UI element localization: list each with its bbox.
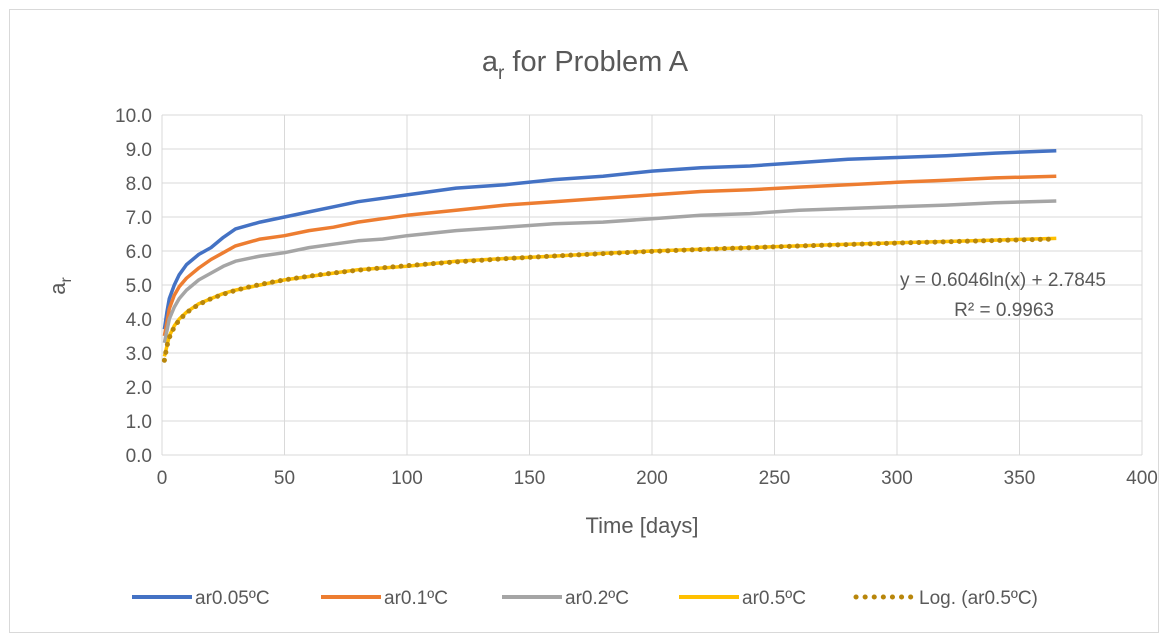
- x-tick-label: 100: [391, 468, 423, 489]
- y-tick-label: 0.0: [126, 446, 152, 467]
- x-tick-label: 0: [157, 468, 168, 489]
- y-tick-label: 4.0: [126, 310, 152, 331]
- x-axis-title: Time [days]: [586, 513, 699, 538]
- y-tick-label: 6.0: [126, 242, 152, 263]
- legend-label-1: ar0.1ºC: [384, 588, 448, 609]
- chart-canvas: ar for Problem A 0.0 1.0 2.0 3.0 4.0 5.0 6.0 7.…: [45, 46, 1158, 609]
- y-tick-label: 2.0: [126, 378, 152, 399]
- x-tick-label: 150: [514, 468, 546, 489]
- x-tick-label: 200: [636, 468, 668, 489]
- legend-label-2: ar0.2ºC: [565, 588, 629, 609]
- series-line-2: [162, 199, 1057, 344]
- y-tick-labels: 0.0 1.0 2.0 3.0 4.0 5.0 6.0 7.0 8.0 9.0 10.0: [115, 106, 152, 467]
- legend-label-4: Log. (ar0.5ºC): [919, 588, 1038, 609]
- legend-label-0: ar0.05ºC: [195, 588, 270, 609]
- y-axis-title: ar: [45, 277, 75, 295]
- y-tick-label: 8.0: [126, 174, 152, 195]
- x-tick-labels: 0 50 100 150 200 250 300 350 400: [157, 468, 1158, 489]
- series-line-3: [162, 236, 1057, 357]
- gridlines: [161, 114, 1143, 456]
- trendline-equation: y = 0.6046ln(x) + 2.7845: [900, 270, 1106, 291]
- y-tick-label: 10.0: [115, 106, 152, 127]
- series-lines: [161, 148, 1059, 363]
- y-tick-label: 7.0: [126, 208, 152, 229]
- legend: ar0.05ºC ar0.1ºC ar0.2ºC ar0.5ºC Log. (ar0.5…: [132, 588, 1038, 609]
- trendline-r-squared: R² = 0.9963: [954, 300, 1054, 321]
- x-tick-label: 250: [759, 468, 791, 489]
- y-tick-label: 5.0: [126, 276, 152, 297]
- chart-title: ar for Problem A: [482, 46, 689, 84]
- x-tick-label: 400: [1126, 468, 1158, 489]
- y-tick-label: 9.0: [126, 140, 152, 161]
- x-tick-label: 350: [1004, 468, 1036, 489]
- legend-label-3: ar0.5ºC: [742, 588, 806, 609]
- x-tick-label: 300: [881, 468, 913, 489]
- y-tick-label: 1.0: [126, 412, 152, 433]
- series-line-4: [161, 236, 1059, 363]
- x-tick-label: 50: [274, 468, 295, 489]
- series-line-1: [162, 174, 1057, 337]
- series-line-0: [162, 148, 1057, 330]
- chart-frame: ar for Problem A 0.0 1.0 2.0 3.0 4.0 5.0 6.0 7.…: [9, 9, 1159, 633]
- y-tick-label: 3.0: [126, 344, 152, 365]
